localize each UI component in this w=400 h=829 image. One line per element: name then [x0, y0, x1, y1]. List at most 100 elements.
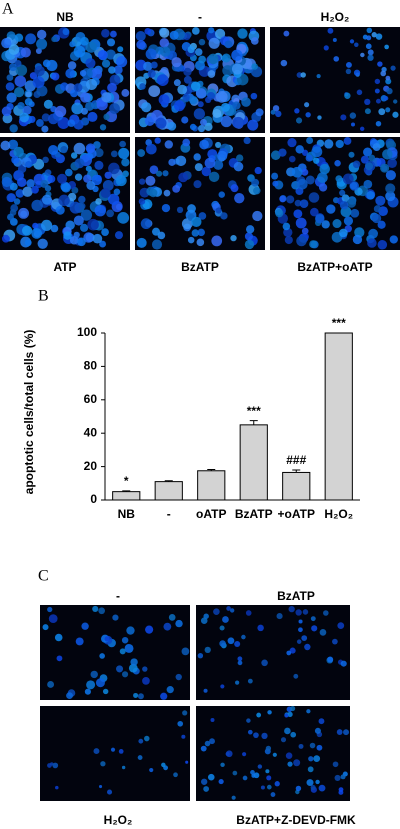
nucleus	[142, 666, 148, 672]
nucleus	[364, 108, 371, 115]
nucleus	[50, 224, 59, 233]
nucleus	[126, 626, 135, 635]
nucleus	[100, 761, 106, 767]
nucleus	[137, 755, 143, 760]
nucleus	[193, 108, 206, 120]
nucleus	[208, 171, 220, 183]
micrograph	[135, 137, 265, 250]
nucleus	[81, 107, 88, 115]
nucleus	[149, 767, 154, 773]
nucleus	[305, 154, 313, 162]
nucleus	[267, 710, 272, 715]
nucleus	[310, 616, 316, 622]
nucleus	[78, 202, 86, 210]
nucleus	[339, 228, 348, 238]
nucleus	[75, 637, 84, 646]
nucleus	[31, 199, 43, 212]
nucleus	[237, 660, 243, 666]
panel-label: B	[38, 288, 49, 305]
nucleus	[367, 54, 374, 61]
nucleus	[332, 37, 337, 42]
nucleus	[99, 124, 107, 131]
nucleus	[231, 795, 236, 800]
nucleus	[73, 83, 83, 92]
nucleus	[371, 213, 382, 224]
significance-label: ***	[332, 316, 346, 330]
nucleus	[327, 27, 334, 34]
nucleus	[253, 186, 261, 195]
nucleus	[215, 141, 222, 148]
nucleus	[265, 769, 270, 774]
nucleus	[56, 655, 63, 662]
nucleus	[73, 231, 80, 239]
nucleus	[385, 107, 391, 113]
nucleus	[166, 686, 174, 694]
nucleus	[317, 172, 328, 184]
nucleus	[86, 181, 96, 190]
nucleus	[151, 239, 163, 250]
nucleus	[119, 140, 126, 148]
nucleus	[337, 622, 345, 630]
nucleus	[296, 235, 307, 247]
nucleus	[63, 231, 72, 240]
nucleus	[69, 201, 82, 214]
nucleus	[67, 119, 76, 127]
nucleus	[308, 756, 314, 762]
nucleus	[272, 105, 280, 112]
nucleus	[181, 647, 190, 656]
nucleus	[266, 784, 272, 790]
nucleus	[15, 189, 25, 198]
nucleus	[2, 113, 13, 124]
image-label: ATP	[53, 260, 76, 274]
nucleus	[121, 636, 129, 644]
nucleus	[24, 97, 33, 106]
nucleus	[93, 748, 100, 755]
nucleus	[375, 33, 383, 40]
nucleus	[183, 67, 192, 77]
nucleus	[207, 70, 216, 78]
nucleus	[115, 175, 127, 187]
nucleus	[200, 118, 207, 126]
nucleus	[46, 59, 58, 72]
nucleus	[193, 153, 201, 161]
nucleus	[342, 173, 354, 185]
error-bar	[292, 469, 301, 473]
nucleus	[345, 68, 352, 75]
nucleus	[101, 28, 110, 38]
nucleus	[176, 206, 184, 214]
nucleus	[208, 37, 220, 49]
bar	[239, 424, 268, 501]
nucleus	[257, 624, 264, 632]
nucleus	[119, 648, 126, 655]
nucleus	[318, 718, 325, 725]
nucleus	[218, 778, 224, 785]
nucleus	[235, 680, 240, 685]
nucleus	[229, 608, 235, 613]
nucleus	[334, 159, 341, 167]
nucleus	[139, 178, 146, 185]
nucleus	[54, 633, 63, 642]
nucleus	[100, 187, 111, 199]
nucleus	[6, 92, 17, 103]
nucleus	[266, 775, 272, 781]
nucleus	[339, 189, 346, 196]
nucleus	[86, 680, 96, 690]
nucleus	[348, 151, 355, 158]
nucleus	[94, 148, 104, 158]
nucleus	[286, 195, 295, 204]
nucleus	[243, 137, 251, 145]
nucleus	[261, 732, 268, 740]
nucleus	[387, 158, 397, 168]
nucleus	[121, 158, 130, 167]
nucleus	[372, 143, 381, 152]
nucleus	[318, 183, 328, 192]
nucleus	[295, 145, 304, 154]
nucleus	[95, 678, 105, 688]
nucleus	[128, 663, 138, 673]
nucleus	[217, 150, 228, 161]
nucleus	[137, 149, 146, 157]
nucleus	[207, 53, 219, 65]
nucleus	[210, 718, 215, 723]
nucleus	[87, 111, 98, 122]
nucleus	[80, 209, 93, 221]
